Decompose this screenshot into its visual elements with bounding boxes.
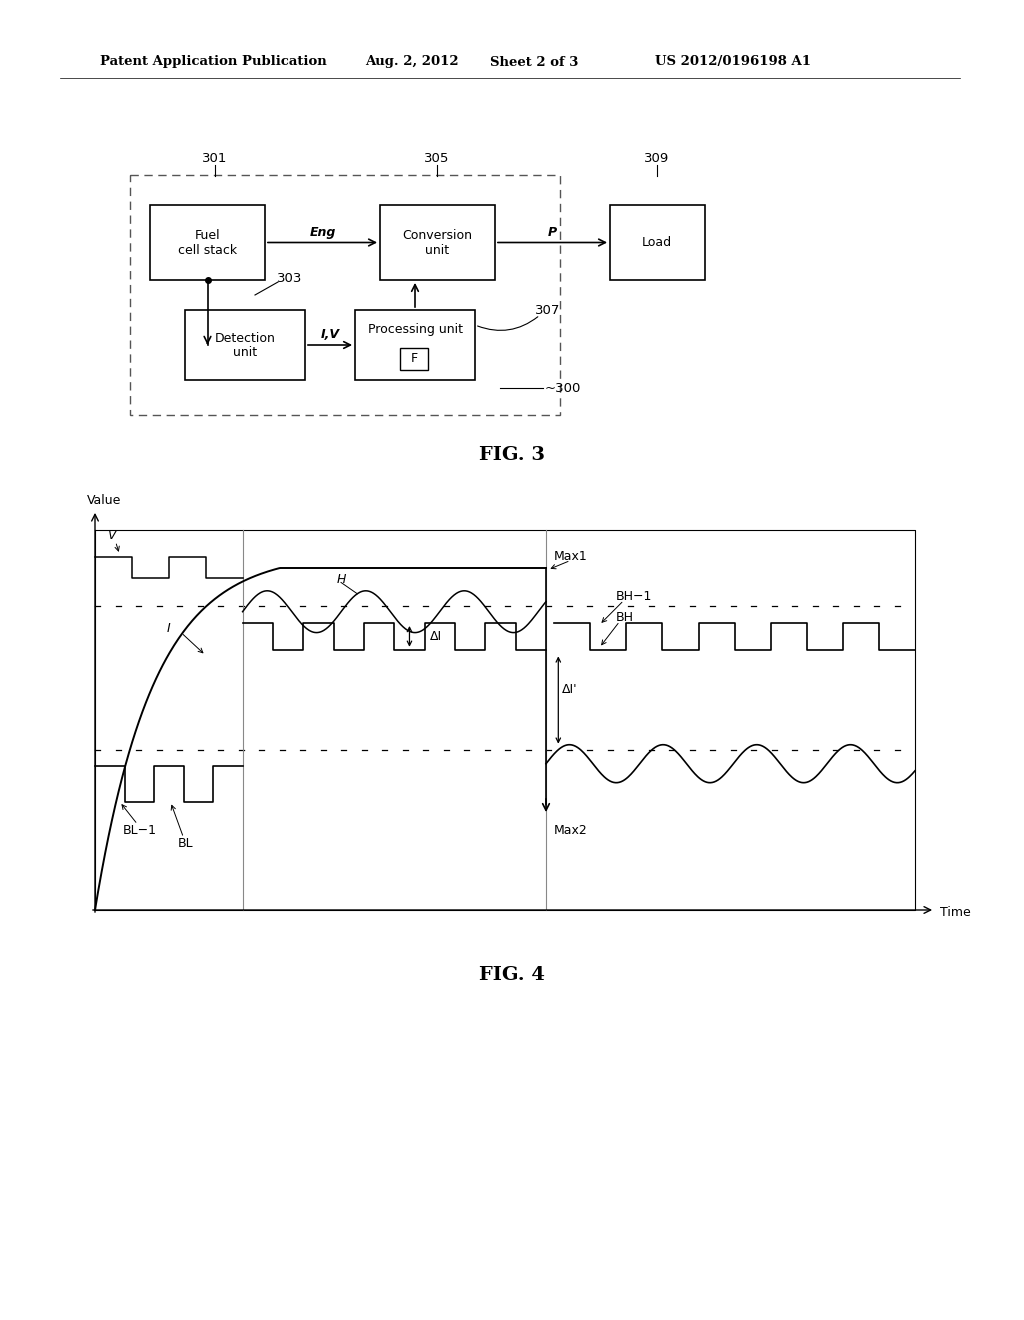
Text: 309: 309 <box>644 152 670 165</box>
Text: ~300: ~300 <box>545 381 582 395</box>
Text: Patent Application Publication: Patent Application Publication <box>100 55 327 69</box>
Text: FIG. 3: FIG. 3 <box>479 446 545 465</box>
Text: Eng: Eng <box>309 226 336 239</box>
Text: 303: 303 <box>278 272 303 285</box>
Text: BH−1: BH−1 <box>615 590 652 603</box>
Text: H: H <box>336 573 346 586</box>
Text: 301: 301 <box>203 152 227 165</box>
Text: Conversion: Conversion <box>402 228 472 242</box>
FancyBboxPatch shape <box>380 205 495 280</box>
Text: BL−1: BL−1 <box>123 824 157 837</box>
Text: Fuel: Fuel <box>195 228 220 242</box>
Text: BL: BL <box>177 837 193 850</box>
Text: Load: Load <box>642 236 672 249</box>
Text: I,V: I,V <box>321 329 340 342</box>
Text: V: V <box>108 529 116 543</box>
Text: Detection: Detection <box>215 331 275 345</box>
Text: US 2012/0196198 A1: US 2012/0196198 A1 <box>655 55 811 69</box>
FancyBboxPatch shape <box>185 310 305 380</box>
Text: BH: BH <box>615 611 634 624</box>
Text: unit: unit <box>232 346 257 359</box>
Text: Aug. 2, 2012: Aug. 2, 2012 <box>365 55 459 69</box>
Text: ΔI': ΔI' <box>562 684 578 696</box>
FancyBboxPatch shape <box>400 348 428 370</box>
Text: Time: Time <box>940 907 971 920</box>
FancyBboxPatch shape <box>150 205 265 280</box>
Text: cell stack: cell stack <box>178 244 238 257</box>
Text: 307: 307 <box>535 304 560 317</box>
Text: 305: 305 <box>424 152 450 165</box>
Text: P: P <box>548 226 557 239</box>
Text: I: I <box>167 622 171 635</box>
Text: F: F <box>411 352 418 366</box>
Text: ΔI: ΔI <box>430 630 442 643</box>
FancyBboxPatch shape <box>355 310 475 380</box>
FancyBboxPatch shape <box>610 205 705 280</box>
Text: Max1: Max1 <box>554 550 588 564</box>
Text: unit: unit <box>425 244 450 257</box>
Text: Processing unit: Processing unit <box>368 323 463 337</box>
Text: Value: Value <box>87 494 122 507</box>
Text: Max2: Max2 <box>554 824 588 837</box>
Text: FIG. 4: FIG. 4 <box>479 966 545 983</box>
Text: Sheet 2 of 3: Sheet 2 of 3 <box>490 55 579 69</box>
